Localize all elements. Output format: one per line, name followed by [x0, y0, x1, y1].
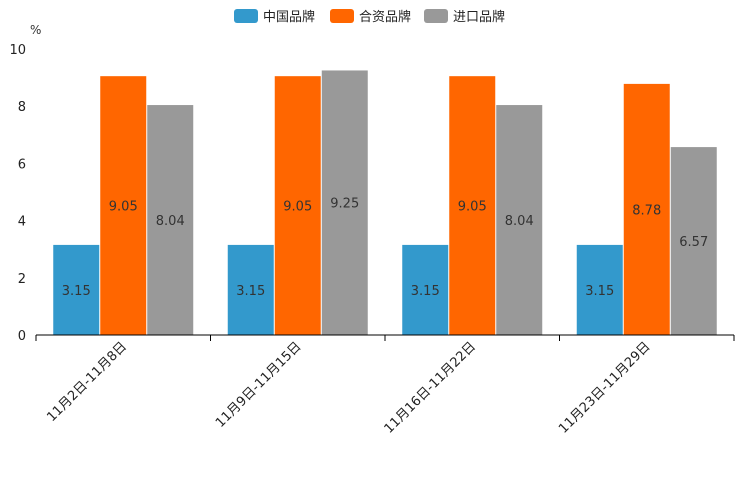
y-tick-label: 2: [18, 272, 26, 287]
legend-label: 进口品牌: [453, 9, 505, 25]
bar-value-label: 9.25: [330, 197, 359, 212]
bar: [274, 76, 321, 336]
x-tick-label: 11月16日-11月22日: [382, 339, 479, 436]
y-tick-label: 10: [9, 43, 26, 58]
bar: [53, 244, 100, 335]
bar: [321, 70, 368, 335]
bar: [100, 76, 147, 336]
y-tick-label: 4: [18, 215, 26, 230]
bar-value-label: 3.15: [62, 284, 91, 299]
bar-value-label: 9.05: [283, 200, 312, 215]
bar: [496, 105, 543, 335]
legend-swatch: [424, 9, 448, 23]
x-tick-label: 11月9日-11月15日: [213, 339, 305, 431]
legend[interactable]: 中国品牌 合资品牌 进口品牌: [234, 9, 505, 25]
bar-value-label: 9.05: [109, 200, 138, 215]
y-tick-label: 6: [18, 157, 26, 172]
y-tick-label: 8: [18, 100, 26, 115]
x-tick-label: 11月2日-11月8日: [44, 339, 130, 425]
bar-value-label: 8.78: [632, 203, 661, 218]
bar-value-label: 6.57: [679, 235, 708, 250]
x-axis: 11月2日-11月8日 11月9日-11月15日 11月16日-11月22日 11月2…: [35, 334, 735, 437]
bar: [623, 83, 670, 335]
bar: [576, 244, 623, 335]
legend-label: 中国品牌: [263, 9, 315, 25]
y-axis-unit-label: %: [30, 23, 41, 37]
legend-swatch: [234, 9, 258, 23]
legend-item-1[interactable]: 中国品牌: [234, 9, 315, 25]
bar-value-label: 3.15: [585, 284, 614, 299]
bar-value-label: 3.15: [236, 284, 265, 299]
bar: [147, 105, 194, 335]
y-tick-label: 0: [18, 329, 26, 344]
bar-value-label: 3.15: [411, 284, 440, 299]
legend-label: 合资品牌: [359, 9, 411, 25]
bars-group: 3.15 9.05 8.04 3.15 9.05 9.25 3.15 9.05 8.04 3.15…: [53, 70, 717, 336]
legend-item-3[interactable]: 进口品牌: [424, 9, 505, 25]
bar-value-label: 8.04: [505, 214, 534, 229]
x-tick-label: 11月23日-11月29日: [556, 339, 653, 436]
y-axis: 0 2 4 6 8 10: [9, 43, 26, 344]
legend-item-2[interactable]: 合资品牌: [330, 9, 411, 25]
bar: [227, 244, 274, 335]
bar-value-label: 8.04: [156, 214, 185, 229]
bar: [402, 244, 449, 335]
bar: [449, 76, 496, 336]
bar-value-label: 9.05: [458, 200, 487, 215]
legend-swatch: [330, 9, 354, 23]
bar: [670, 147, 717, 335]
